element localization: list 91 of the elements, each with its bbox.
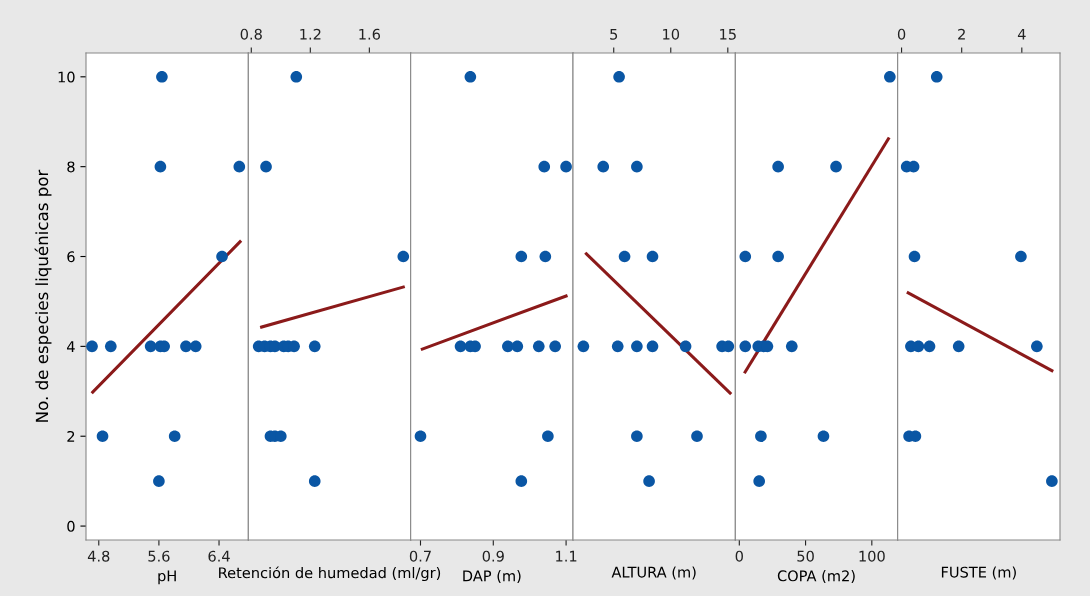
y-tick-label: 2 — [67, 430, 75, 442]
point — [830, 160, 842, 173]
point — [216, 250, 228, 263]
x-tick-label: 1.2 — [300, 28, 321, 40]
point — [785, 340, 798, 353]
y-axis-title: No. de especies liquénicas por — [34, 169, 52, 422]
point — [549, 340, 561, 353]
point — [923, 340, 936, 353]
point — [611, 340, 624, 353]
point — [397, 250, 410, 263]
point — [502, 340, 514, 353]
x-tick-label: 0 — [897, 28, 906, 40]
point — [154, 160, 167, 173]
point — [679, 340, 692, 353]
point — [908, 250, 921, 263]
x-axis-title: Retención de humedad (ml/gr) — [219, 566, 441, 582]
point — [96, 430, 109, 443]
point — [772, 160, 784, 173]
y-tick-label: 6 — [67, 251, 75, 263]
point — [1031, 340, 1043, 353]
x-tick-label: 1.1 — [556, 550, 577, 562]
point — [538, 160, 551, 173]
point — [618, 250, 631, 263]
point — [233, 160, 246, 173]
x-tick-label: 100 — [859, 550, 885, 562]
point — [1015, 250, 1027, 263]
point — [189, 340, 202, 353]
point — [153, 475, 165, 487]
point — [308, 475, 321, 487]
point — [817, 430, 830, 443]
point — [631, 430, 643, 443]
point — [144, 340, 157, 353]
point — [613, 71, 625, 83]
x-tick-label: 10 — [663, 28, 680, 40]
point — [290, 71, 303, 83]
point — [577, 340, 590, 353]
x-tick-label: 0.8 — [240, 28, 262, 40]
point — [414, 430, 427, 443]
x-tick-label: 5 — [610, 28, 618, 40]
point — [772, 250, 784, 263]
point — [86, 340, 98, 353]
point — [631, 160, 643, 173]
point — [560, 160, 572, 173]
x-tick-label: 4 — [1017, 28, 1026, 40]
point — [739, 250, 752, 263]
point — [168, 430, 181, 443]
point — [1046, 475, 1058, 487]
x-axis-title: pH — [158, 570, 176, 585]
point — [532, 340, 545, 353]
point — [104, 340, 117, 353]
point — [515, 475, 528, 487]
point — [180, 340, 192, 353]
x-tick-label: 5.6 — [148, 550, 170, 562]
point — [739, 340, 752, 353]
y-tick-label: 8 — [67, 161, 75, 173]
x-tick-label: 2 — [958, 28, 965, 40]
point — [515, 250, 528, 263]
point — [539, 250, 552, 263]
x-tick-label: 1.6 — [359, 28, 381, 40]
point — [631, 340, 643, 353]
point — [156, 71, 168, 83]
point — [454, 340, 467, 353]
point — [260, 160, 272, 173]
y-tick-label: 0 — [67, 520, 75, 532]
y-tick-label: 4 — [67, 341, 75, 352]
point — [755, 430, 767, 443]
point — [646, 250, 659, 263]
point — [542, 430, 554, 443]
point — [691, 430, 703, 443]
point — [597, 160, 610, 173]
point — [884, 71, 896, 83]
point — [646, 340, 659, 353]
point — [511, 340, 524, 353]
x-tick-label: 15 — [720, 28, 736, 40]
x-tick-label: 50 — [797, 550, 814, 562]
y-tick-label: 10 — [58, 71, 75, 83]
x-tick-label: 0.9 — [482, 550, 504, 562]
point — [930, 71, 943, 83]
point — [308, 340, 321, 353]
x-tick-label: 4.8 — [87, 550, 110, 562]
x-axis-title: COPA (m2) — [777, 570, 855, 584]
point — [753, 475, 765, 487]
x-axis-title: DAP (m) — [463, 570, 521, 584]
point — [464, 71, 477, 83]
point — [952, 340, 965, 353]
x-axis-title: FUSTE (m) — [941, 566, 1016, 580]
x-tick-label: 6.4 — [208, 550, 230, 562]
x-tick-label: 0 — [735, 550, 743, 562]
x-tick-label: 0.7 — [409, 550, 431, 562]
x-axis-title: ALTURA (m) — [611, 566, 696, 580]
point — [643, 475, 655, 487]
